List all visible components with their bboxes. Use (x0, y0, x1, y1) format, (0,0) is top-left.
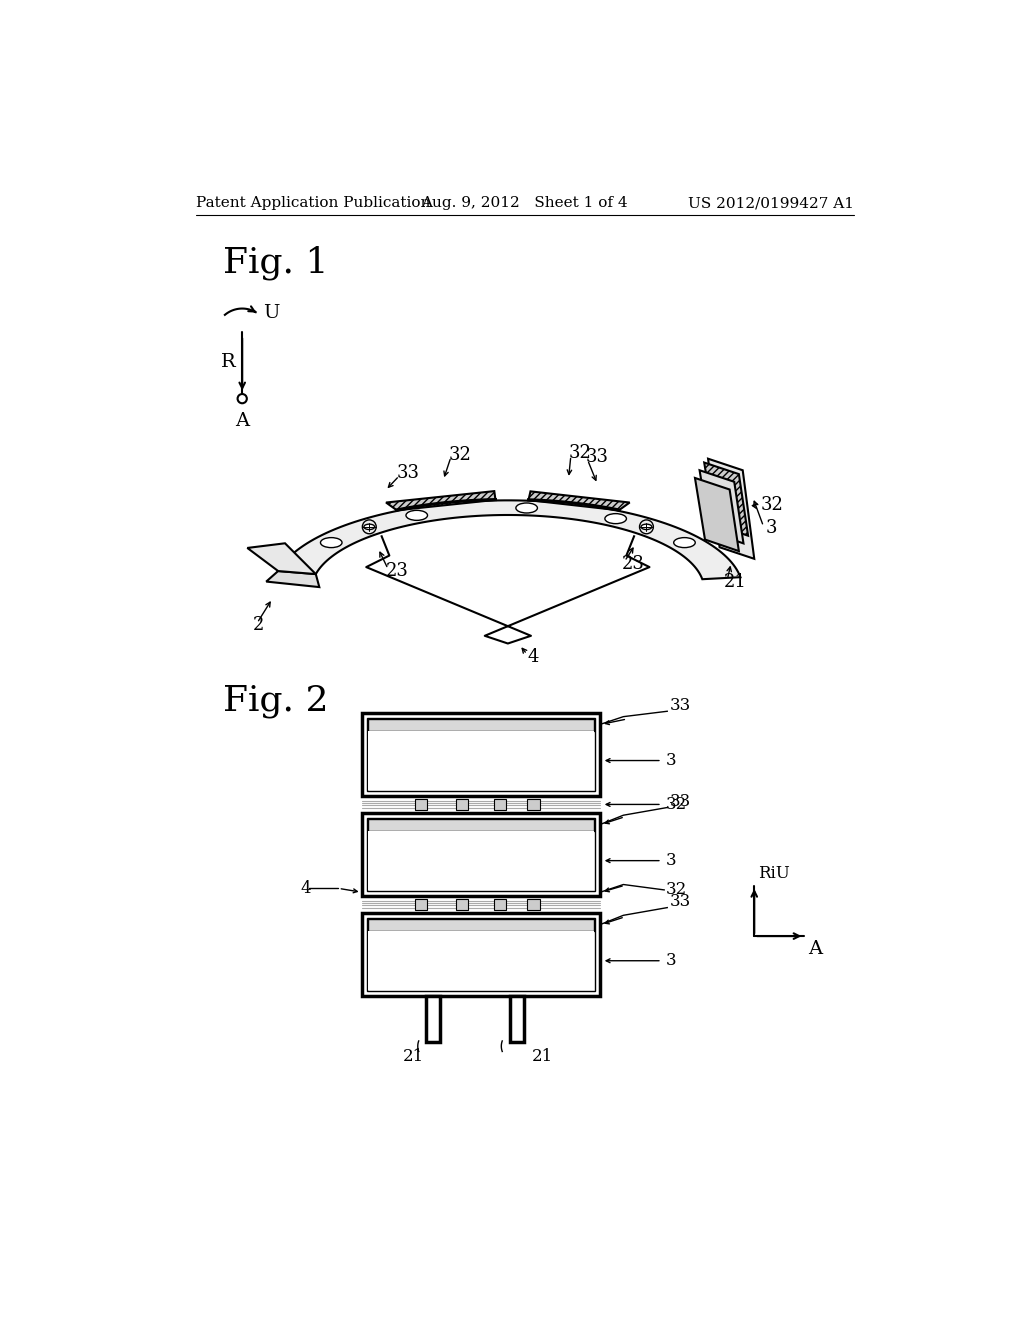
Text: 2: 2 (253, 616, 264, 635)
Text: Patent Application Publication: Patent Application Publication (196, 197, 430, 210)
Ellipse shape (406, 511, 428, 520)
Text: 3: 3 (666, 752, 676, 770)
Bar (367, 919, 595, 991)
Ellipse shape (641, 524, 652, 529)
Bar (368, 932, 594, 990)
Bar (426, 997, 440, 1043)
Text: 21: 21 (402, 1048, 424, 1065)
Polygon shape (248, 544, 315, 574)
Polygon shape (528, 491, 630, 511)
Text: Fig. 1: Fig. 1 (223, 246, 329, 280)
Ellipse shape (605, 513, 627, 524)
Bar (361, 713, 600, 796)
Polygon shape (695, 478, 739, 552)
Text: 21: 21 (724, 573, 746, 591)
Text: 32: 32 (568, 445, 592, 462)
Text: 32: 32 (761, 496, 783, 513)
Text: U: U (262, 304, 279, 322)
Text: 21: 21 (532, 1048, 553, 1065)
Bar (527, 800, 540, 809)
Text: 32: 32 (666, 796, 687, 813)
Bar (368, 832, 594, 890)
Bar (368, 919, 594, 932)
Polygon shape (275, 500, 740, 579)
Text: 33: 33 (670, 892, 691, 909)
Polygon shape (708, 459, 755, 558)
Text: Fig. 2: Fig. 2 (223, 684, 329, 718)
Text: 23: 23 (386, 562, 409, 581)
Polygon shape (705, 462, 749, 536)
Ellipse shape (364, 524, 375, 529)
Bar (494, 800, 506, 809)
Text: 4: 4 (527, 648, 539, 665)
Bar (368, 818, 594, 832)
Text: A: A (236, 412, 249, 430)
Text: 3: 3 (766, 519, 777, 537)
Polygon shape (266, 572, 319, 587)
Bar (367, 818, 595, 891)
Text: 3: 3 (666, 952, 676, 969)
Bar (510, 997, 523, 1043)
Text: 33: 33 (397, 465, 420, 483)
Bar (527, 899, 540, 909)
Bar (368, 719, 594, 731)
Bar (361, 913, 600, 997)
Bar (456, 800, 468, 809)
Bar (368, 731, 594, 789)
Bar (494, 899, 506, 909)
Bar (415, 899, 427, 909)
Bar (361, 813, 600, 896)
Text: RiU: RiU (758, 865, 790, 882)
Polygon shape (699, 470, 743, 544)
Text: R: R (221, 354, 236, 371)
Text: 23: 23 (623, 554, 645, 573)
Bar (456, 899, 468, 909)
Ellipse shape (516, 503, 538, 513)
Text: 33: 33 (670, 793, 691, 810)
Text: A: A (808, 940, 822, 958)
Text: 32: 32 (449, 446, 471, 463)
Bar (415, 800, 427, 809)
Polygon shape (386, 491, 496, 511)
Ellipse shape (321, 537, 342, 548)
Text: US 2012/0199427 A1: US 2012/0199427 A1 (688, 197, 854, 210)
Text: 3: 3 (666, 853, 676, 869)
Text: 4: 4 (300, 880, 310, 896)
Ellipse shape (674, 537, 695, 548)
Text: 32: 32 (666, 882, 687, 899)
Text: 33: 33 (586, 449, 609, 466)
Text: Aug. 9, 2012   Sheet 1 of 4: Aug. 9, 2012 Sheet 1 of 4 (422, 197, 628, 210)
Text: 33: 33 (670, 697, 691, 714)
Bar (367, 718, 595, 791)
